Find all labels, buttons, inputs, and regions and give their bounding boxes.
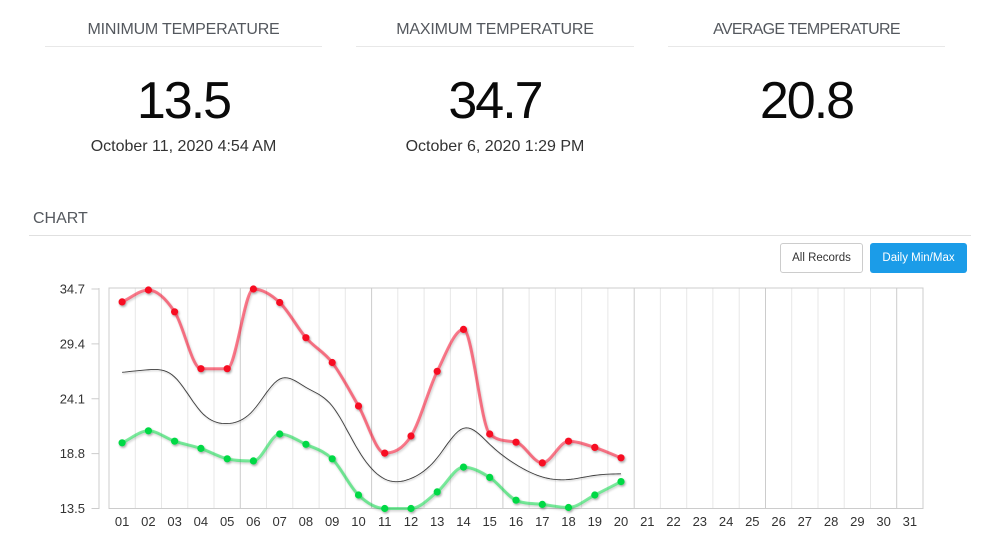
svg-text:09: 09 bbox=[325, 514, 339, 529]
svg-text:11: 11 bbox=[378, 514, 392, 529]
svg-text:10: 10 bbox=[351, 514, 365, 529]
svg-text:29: 29 bbox=[850, 514, 864, 529]
svg-text:06: 06 bbox=[246, 514, 260, 529]
svg-text:34.7: 34.7 bbox=[60, 282, 85, 297]
svg-text:13: 13 bbox=[430, 514, 444, 529]
svg-text:16: 16 bbox=[509, 514, 523, 529]
svg-text:01: 01 bbox=[115, 514, 129, 529]
svg-text:18: 18 bbox=[561, 514, 575, 529]
svg-text:22: 22 bbox=[666, 514, 680, 529]
svg-text:15: 15 bbox=[482, 514, 496, 529]
svg-text:14: 14 bbox=[456, 514, 470, 529]
svg-text:28: 28 bbox=[824, 514, 838, 529]
svg-text:12: 12 bbox=[404, 514, 418, 529]
svg-text:27: 27 bbox=[798, 514, 812, 529]
svg-text:02: 02 bbox=[141, 514, 155, 529]
svg-text:04: 04 bbox=[194, 514, 208, 529]
svg-text:18.8: 18.8 bbox=[60, 446, 85, 461]
svg-text:19: 19 bbox=[588, 514, 602, 529]
svg-text:21: 21 bbox=[640, 514, 654, 529]
svg-text:31: 31 bbox=[903, 514, 917, 529]
svg-text:24.1: 24.1 bbox=[60, 391, 85, 406]
svg-text:17: 17 bbox=[535, 514, 549, 529]
svg-text:03: 03 bbox=[167, 514, 181, 529]
svg-text:13.5: 13.5 bbox=[60, 501, 85, 516]
svg-text:29.4: 29.4 bbox=[60, 336, 85, 351]
svg-text:23: 23 bbox=[693, 514, 707, 529]
svg-text:07: 07 bbox=[272, 514, 286, 529]
svg-text:24: 24 bbox=[719, 514, 733, 529]
svg-text:08: 08 bbox=[299, 514, 313, 529]
svg-text:20: 20 bbox=[614, 514, 628, 529]
svg-text:25: 25 bbox=[745, 514, 759, 529]
svg-text:05: 05 bbox=[220, 514, 234, 529]
svg-text:26: 26 bbox=[771, 514, 785, 529]
svg-text:30: 30 bbox=[876, 514, 890, 529]
